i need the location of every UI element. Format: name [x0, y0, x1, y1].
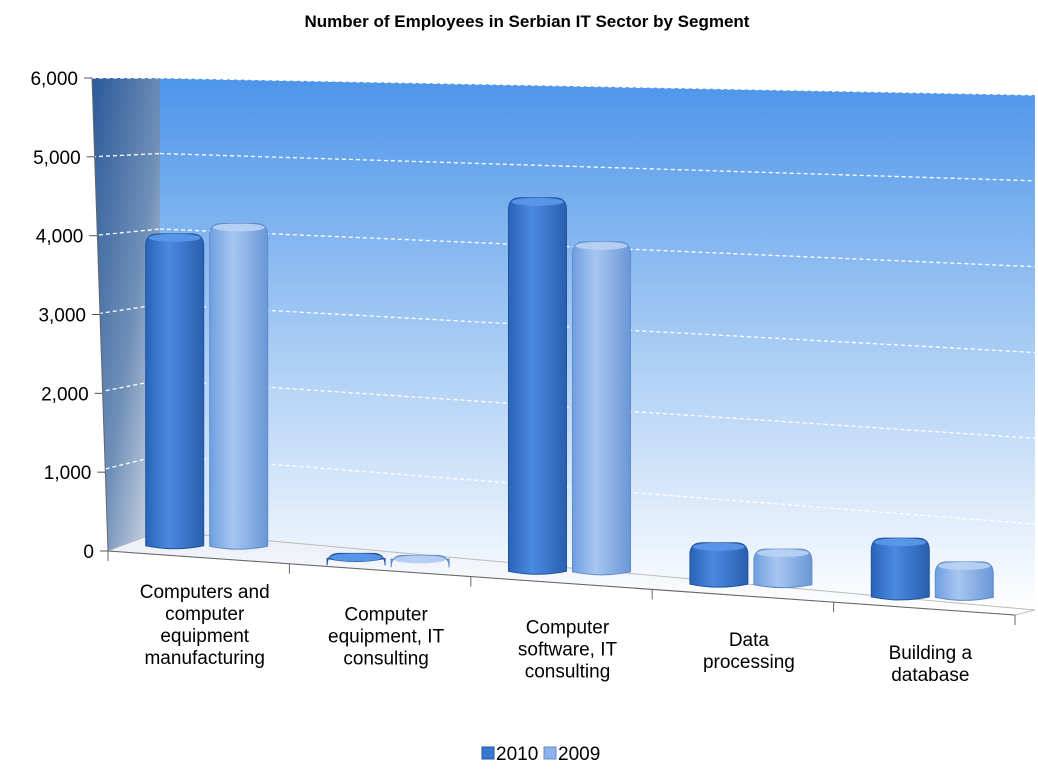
- y-tick-label: 2,000: [41, 384, 89, 405]
- gridline: [159, 379, 1036, 439]
- y-tick-label: 4,000: [36, 227, 84, 248]
- gridline: [159, 77, 1036, 96]
- x-tick-label: Computers and computer equipment manufactur…: [140, 582, 270, 669]
- legend: 2010 2009: [481, 744, 600, 765]
- legend-swatch: [481, 746, 495, 760]
- y-tick-label: 3,000: [38, 306, 86, 327]
- y-tick-label: 6,000: [30, 69, 78, 90]
- gridline: [159, 303, 1036, 354]
- x-axis-line: [107, 550, 1016, 616]
- bar-2009-cat-2: [390, 554, 450, 568]
- legend-label: 2009: [558, 744, 600, 765]
- gridline-side: [91, 152, 161, 158]
- bar-2009-cat-4: [753, 548, 813, 589]
- x-tick-label: Data processing: [703, 630, 795, 673]
- bar-2010-cat-3: [508, 197, 567, 575]
- gridline: [159, 152, 1036, 182]
- y-tick-label: 0: [83, 542, 94, 563]
- bar-2010-cat-2: [326, 552, 386, 566]
- y-tick-label: 5,000: [33, 148, 81, 169]
- gridline-side: [91, 228, 161, 237]
- gridline: [159, 454, 1036, 525]
- y-tick-label: 1,000: [44, 463, 92, 484]
- gridlines: [91, 77, 1036, 525]
- bar-2010-cat-5: [870, 537, 930, 601]
- legend-swatch: [543, 746, 557, 760]
- x-tick-label: Computer equipment, IT consulting: [328, 605, 445, 670]
- bar-2010-cat-4: [689, 542, 749, 588]
- x-tick-label: Building a database: [889, 643, 973, 686]
- side-wall: [92, 78, 160, 551]
- bar-2009-cat-5: [934, 561, 994, 601]
- legend-item-2010: 2010: [481, 744, 538, 765]
- bar-2009-cat-3: [572, 241, 631, 576]
- x-axis: Computers and computer equipment manufactur…: [107, 550, 1016, 686]
- bar-2010-cat-1: [145, 233, 205, 550]
- bar-2009-cat-1: [209, 222, 269, 550]
- bars: [145, 197, 994, 601]
- legend-label: 2010: [496, 744, 538, 765]
- y-axis-line: [91, 77, 109, 552]
- chart-title: Number of Employees in Serbian IT Sector…: [305, 12, 750, 31]
- legend-item-2009: 2009: [543, 744, 600, 765]
- y-axis-ticks: 0 1,000 2,000 3,000 4,000 5,000 6,000: [30, 69, 109, 563]
- x-tick-label: Computer software, IT consulting: [518, 617, 618, 682]
